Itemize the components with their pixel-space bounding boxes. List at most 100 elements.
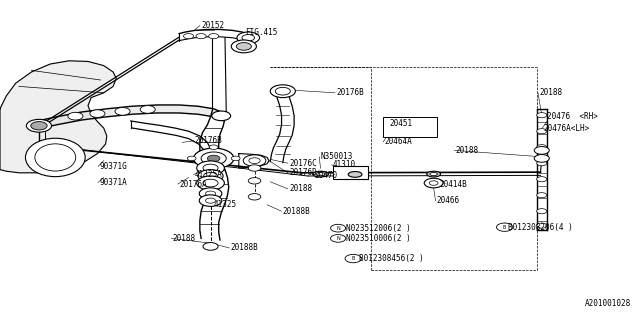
Ellipse shape [430,172,437,176]
Text: 20188: 20188 [456,146,479,155]
Circle shape [537,223,547,228]
Circle shape [193,148,234,169]
Text: 90371A: 90371A [99,178,127,187]
Polygon shape [0,61,116,173]
Circle shape [537,209,547,214]
Bar [383,117,436,137]
Circle shape [205,191,216,196]
Circle shape [140,106,156,113]
Ellipse shape [316,172,325,176]
Text: 20176B: 20176B [195,136,223,145]
Text: 20466: 20466 [436,196,460,205]
Circle shape [497,223,513,231]
Polygon shape [35,105,223,130]
Text: 20476A<LH>: 20476A<LH> [543,124,590,132]
Text: 20464A: 20464A [385,137,412,146]
Circle shape [198,170,223,182]
Circle shape [31,122,47,130]
Circle shape [209,167,218,172]
Text: 20176B: 20176B [336,88,364,97]
Text: N: N [336,236,340,241]
Text: 20188B: 20188B [230,244,259,252]
Circle shape [26,119,52,132]
Circle shape [90,110,105,117]
Circle shape [331,224,346,232]
Circle shape [248,178,261,184]
Text: N023512006(2 ): N023512006(2 ) [346,224,410,233]
Text: 20188: 20188 [540,88,563,97]
Circle shape [199,188,222,199]
Ellipse shape [26,138,85,177]
Circle shape [203,164,218,172]
Circle shape [209,34,219,39]
Circle shape [188,156,196,161]
Circle shape [537,113,547,118]
Text: 20176D: 20176D [289,168,317,177]
Circle shape [184,34,193,39]
Ellipse shape [348,172,362,177]
Text: 20188B: 20188B [283,207,310,216]
Text: 41325A: 41325A [195,170,223,179]
Text: B: B [503,225,506,230]
Circle shape [249,158,260,164]
Circle shape [205,198,216,203]
Text: N: N [336,226,340,231]
Circle shape [345,254,362,263]
Text: 20188: 20188 [289,184,312,193]
Circle shape [275,87,291,95]
Circle shape [196,176,225,190]
Circle shape [203,243,218,250]
Text: 20188: 20188 [173,234,196,243]
Text: 90371G: 90371G [99,162,127,171]
Text: 20470: 20470 [314,171,337,180]
Circle shape [231,156,240,161]
Circle shape [237,32,260,44]
Circle shape [537,177,547,182]
Circle shape [331,235,346,242]
Text: 20176C: 20176C [289,159,317,168]
Text: FIG.415: FIG.415 [245,28,278,36]
Circle shape [534,147,549,154]
Text: B: B [351,256,355,261]
Circle shape [203,179,218,187]
Text: 20476  <RH>: 20476 <RH> [547,112,598,121]
Text: 20152: 20152 [201,21,224,30]
Circle shape [204,172,218,180]
Circle shape [248,194,261,200]
Circle shape [242,35,255,41]
Text: 20176A: 20176A [179,180,207,188]
Text: 41325: 41325 [214,200,237,209]
Circle shape [424,178,443,188]
Circle shape [231,40,257,53]
Bar [333,166,367,179]
Circle shape [537,161,547,166]
Circle shape [209,145,218,149]
Circle shape [212,111,230,121]
Text: B012308456(2 ): B012308456(2 ) [360,254,424,263]
Circle shape [199,195,222,206]
Circle shape [534,155,549,162]
Circle shape [201,152,227,165]
Circle shape [537,145,547,150]
Circle shape [196,161,225,175]
Circle shape [68,112,83,120]
Circle shape [248,165,261,171]
Circle shape [537,129,547,134]
Text: 20451: 20451 [390,119,413,128]
Ellipse shape [35,144,76,171]
Circle shape [429,181,438,185]
Circle shape [537,193,547,198]
Text: B012308206(4 ): B012308206(4 ) [508,223,573,232]
Circle shape [236,43,252,50]
Circle shape [196,34,206,39]
Text: A201001028: A201001028 [584,300,631,308]
Text: 20414B: 20414B [440,180,468,188]
Circle shape [207,155,220,162]
Text: N350013: N350013 [321,152,353,161]
Circle shape [243,155,266,166]
Text: N023510006(2 ): N023510006(2 ) [346,234,410,243]
Ellipse shape [313,171,328,177]
Circle shape [115,108,130,115]
Text: 41310: 41310 [333,160,356,169]
Ellipse shape [427,171,440,177]
